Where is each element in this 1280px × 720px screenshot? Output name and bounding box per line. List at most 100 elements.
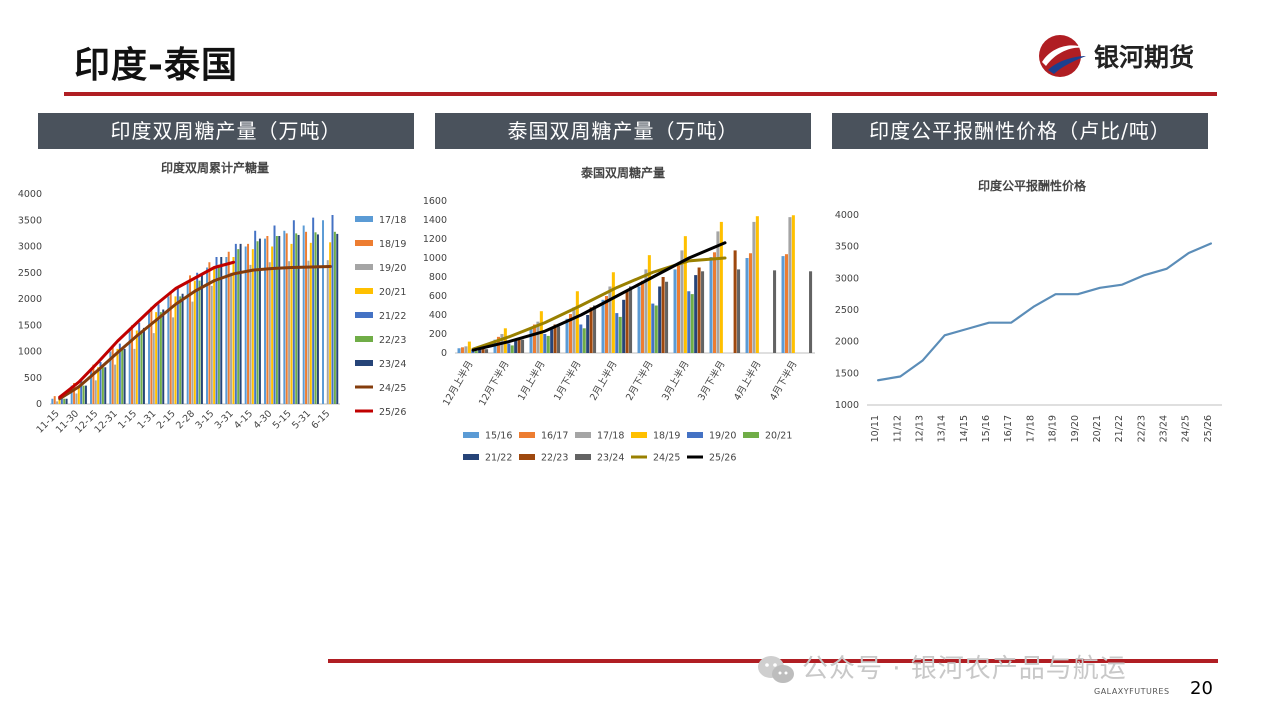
- bar-18-19-13: [305, 231, 308, 404]
- y-tick-label: 4000: [18, 189, 42, 200]
- bar-16-17-6: [676, 265, 680, 353]
- y-tick-label: 1500: [835, 368, 859, 379]
- x-tick-label: 4月下半月: [767, 359, 799, 403]
- bar-20-21-3: [116, 348, 119, 404]
- legend-label: 15/16: [485, 431, 512, 442]
- y-tick-label: 1400: [423, 215, 447, 226]
- bar-17-18-0: [464, 346, 468, 353]
- y-tick-label: 200: [429, 329, 447, 340]
- bar-23-24-7: [200, 275, 203, 404]
- bar-23-24-1: [521, 339, 525, 353]
- bar-22-23-11: [275, 236, 278, 404]
- bar-19-20-9: [230, 272, 233, 404]
- bar-23-24-14: [336, 233, 339, 404]
- bar-23-24-0: [65, 398, 68, 404]
- legend-swatch-16-17: [519, 432, 535, 438]
- x-tick-label: 13/14: [937, 415, 948, 442]
- bar-17-18-3: [572, 307, 576, 353]
- bar-22-23-9: [237, 249, 240, 404]
- bar-19-20-5: [152, 333, 155, 404]
- x-tick-label: 3月下半月: [695, 359, 727, 403]
- bar-23-24-6: [181, 293, 184, 404]
- bar-21-22-6: [694, 275, 698, 353]
- bar-19-20-12: [288, 261, 291, 404]
- bar-20-21-12: [290, 243, 293, 404]
- bar-22-23-2: [553, 324, 557, 353]
- x-tick-label: 19/20: [1070, 415, 1081, 442]
- y-tick-label: 3000: [835, 273, 859, 284]
- y-tick-label: 1200: [423, 234, 447, 245]
- bar-21-22-0: [478, 349, 482, 353]
- panel-header-thailand-production: 泰国双周糖产量（万吨）: [435, 113, 811, 149]
- bar-17-18-14: [322, 220, 324, 404]
- bar-23-24-1: [84, 385, 87, 404]
- legend-label: 24/25: [653, 453, 680, 464]
- x-tick-label: 12月上半月: [440, 359, 475, 408]
- legend-label: 22/23: [541, 453, 568, 464]
- bar-17-18-8: [206, 267, 208, 404]
- x-tick-label: 17/18: [1025, 415, 1036, 442]
- legend-swatch-17-18: [355, 216, 373, 222]
- legend-label: 23/24: [379, 359, 406, 370]
- bar-18-19-0: [53, 396, 56, 404]
- bar-22-23-12: [295, 233, 298, 404]
- legend-label: 23/24: [597, 453, 624, 464]
- bar-18-19-4: [611, 272, 615, 353]
- bar-17-18-5: [644, 269, 648, 353]
- bar-23-24-3: [593, 305, 597, 353]
- watermark-text: 公众号 · 银河农产品与航运: [802, 654, 1127, 684]
- bar-19-20-4: [133, 348, 136, 404]
- x-tick-label: 11/12: [892, 415, 903, 442]
- y-tick-label: 500: [24, 373, 42, 384]
- legend-label: 21/22: [379, 311, 406, 322]
- bar-21-22-5: [658, 286, 662, 353]
- legend-swatch-17-18: [575, 432, 591, 438]
- bar-17-18-13: [302, 225, 305, 404]
- bar-21-22-6: [176, 288, 179, 404]
- bar-23-24-6: [701, 271, 705, 353]
- legend-swatch-19-20: [355, 264, 373, 270]
- bar-21-22-11: [273, 225, 276, 404]
- bar-18-19-8: [755, 216, 759, 353]
- bar-17-18-5: [148, 312, 150, 404]
- legend-swatch-20-21: [355, 288, 373, 294]
- bar-18-19-10: [247, 243, 250, 404]
- legend-label: 22/23: [379, 335, 406, 346]
- line-series-25-26: [58, 260, 236, 399]
- bar-23-24-10: [258, 238, 261, 404]
- x-tick-label: 12/13: [914, 415, 925, 442]
- legend-label: 24/25: [379, 383, 406, 394]
- y-tick-label: 3000: [18, 242, 42, 253]
- y-tick-label: 1500: [18, 320, 42, 331]
- y-tick-label: 3500: [18, 215, 42, 226]
- x-tick-label: 1月上半月: [515, 359, 547, 403]
- wechat-icon: [758, 655, 794, 683]
- bar-17-18-9: [225, 257, 228, 404]
- y-tick-label: 400: [429, 310, 447, 321]
- x-tick-label: 16/17: [1003, 415, 1014, 442]
- bar-17-18-3: [109, 351, 112, 404]
- bar-21-22-10: [254, 230, 257, 404]
- bar-18-19-6: [169, 291, 172, 404]
- bar-17-18-12: [283, 230, 286, 404]
- legend-swatch-15-16: [463, 432, 479, 438]
- x-tick-label: 21/22: [1114, 415, 1125, 442]
- bar-16-17-0: [460, 347, 464, 353]
- bar-19-20-14: [326, 260, 329, 404]
- bar-22-23-7: [733, 250, 737, 353]
- x-tick-label: 12月下半月: [476, 359, 511, 408]
- bar-17-18-6: [680, 250, 684, 353]
- legend-swatch-22-23: [519, 454, 535, 460]
- legend-swatch-19-20: [687, 432, 703, 438]
- y-tick-label: 2000: [835, 337, 859, 348]
- y-tick-label: 1000: [835, 400, 859, 411]
- x-tick-label: 20/21: [1092, 415, 1103, 442]
- bar-22-23-0: [63, 398, 66, 404]
- bar-19-20-7: [191, 301, 194, 404]
- bar-21-22-12: [292, 220, 295, 404]
- bar-18-19-9: [791, 215, 795, 353]
- legend-swatch-22-23: [355, 336, 373, 342]
- y-tick-label: 0: [36, 399, 42, 410]
- bar-18-19-6: [683, 236, 687, 353]
- legend-label: 21/22: [485, 453, 512, 464]
